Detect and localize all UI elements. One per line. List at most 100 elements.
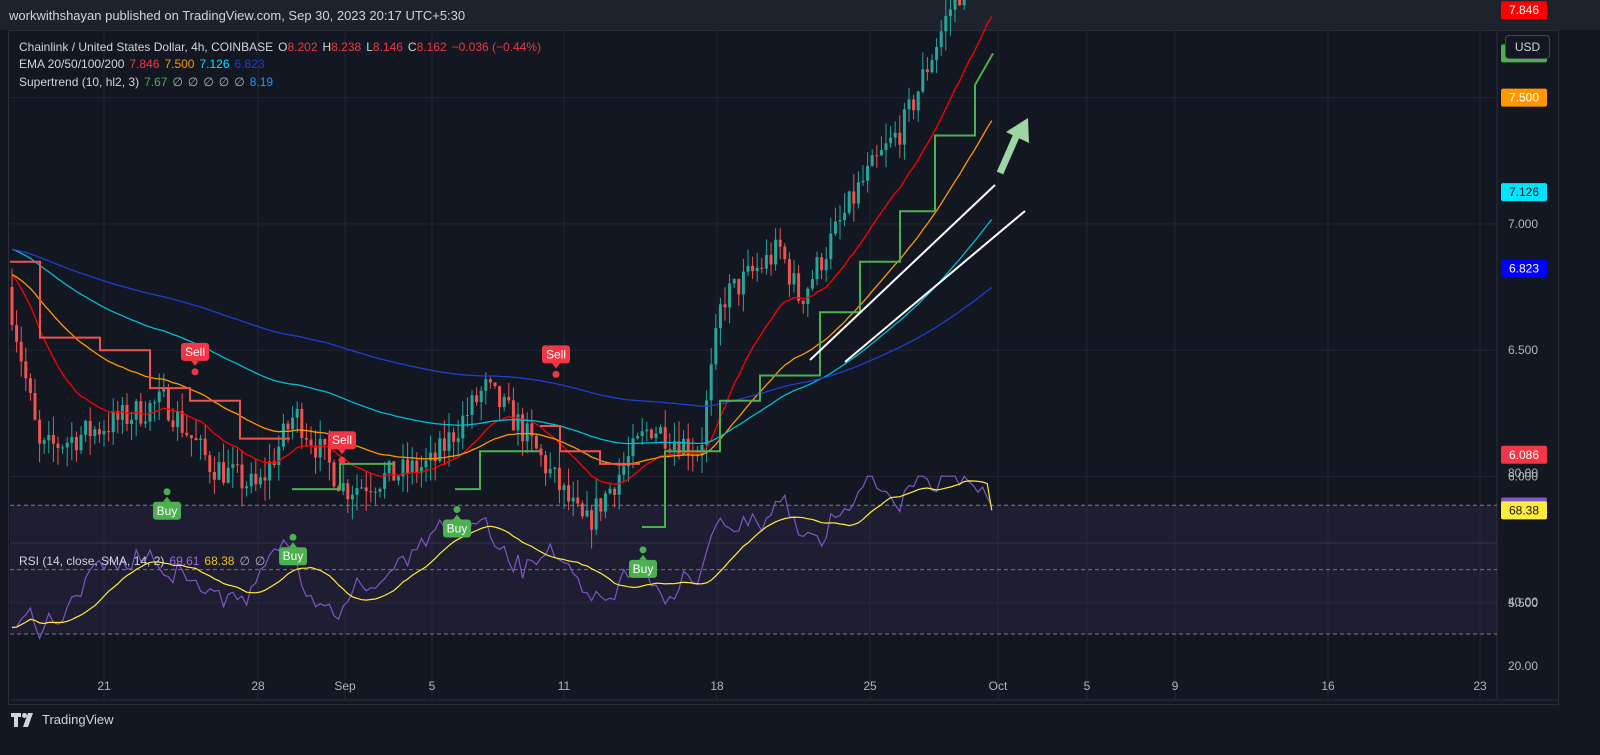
price-badge: 6.823 — [1501, 259, 1547, 278]
candle — [769, 242, 773, 276]
candle — [254, 458, 258, 492]
candle — [153, 399, 157, 422]
candle — [530, 409, 534, 451]
candle — [373, 487, 377, 505]
candle — [603, 490, 607, 519]
candle — [948, 0, 952, 36]
svg-text:7.500: 7.500 — [1509, 91, 1539, 105]
time-tick-label: 16 — [1321, 679, 1335, 693]
candle — [93, 425, 97, 445]
time-tick-label: 25 — [863, 679, 877, 693]
candle — [746, 249, 750, 276]
candle — [74, 431, 78, 462]
candle — [281, 413, 285, 451]
candle — [718, 297, 722, 346]
candle — [452, 427, 456, 459]
time-tick-label: 18 — [710, 679, 724, 693]
candle — [608, 484, 612, 495]
chart-frame — [8, 30, 1559, 705]
candle — [291, 406, 295, 440]
candle — [815, 251, 819, 286]
channel-upper-line[interactable] — [809, 184, 996, 361]
candle — [792, 260, 796, 293]
candle — [502, 393, 506, 412]
candle — [212, 456, 216, 494]
candle — [843, 193, 847, 227]
candle — [613, 486, 617, 508]
supertrend-line — [292, 462, 395, 491]
candle — [19, 326, 23, 377]
candle — [553, 466, 557, 483]
candle — [56, 436, 60, 465]
candle — [778, 228, 782, 260]
header-bar: workwithshayan published on TradingView.… — [0, 0, 1600, 30]
candle — [102, 420, 106, 447]
candle — [728, 274, 732, 324]
candle — [314, 429, 318, 475]
price-tick-label: 7.000 — [1508, 217, 1538, 231]
candle — [659, 424, 663, 435]
currency-button[interactable]: USD — [1505, 35, 1550, 59]
candle — [222, 443, 226, 486]
candle — [203, 424, 207, 461]
candle — [875, 144, 879, 168]
candle — [760, 257, 764, 274]
candle — [672, 422, 676, 466]
candle — [116, 400, 120, 434]
candle — [511, 387, 515, 431]
candle — [714, 314, 718, 371]
candle — [51, 416, 55, 462]
candle — [15, 310, 19, 353]
candle — [787, 252, 791, 298]
candle — [801, 299, 805, 314]
candle — [189, 435, 193, 457]
candle — [686, 423, 690, 471]
supertrend-line — [10, 260, 290, 440]
candle — [226, 449, 230, 484]
candle — [97, 421, 101, 443]
candle — [576, 480, 580, 508]
price-tick-label: 6.000 — [1508, 470, 1538, 484]
rsi-tick-label: 40.00 — [1508, 595, 1538, 609]
candle — [700, 427, 704, 474]
candle — [107, 412, 111, 442]
channel-lower-line[interactable] — [844, 210, 1026, 363]
candle — [300, 402, 304, 449]
candle — [649, 428, 653, 440]
legend-symbol: Chainlink / United States Dollar, 4h, CO… — [19, 40, 274, 54]
legend-rsi-sma-value: 68.38 — [204, 554, 235, 568]
candle — [38, 410, 42, 463]
candle — [557, 451, 561, 504]
candle — [912, 94, 916, 120]
candle — [70, 422, 74, 461]
legend-low: 8.146 — [372, 40, 403, 54]
candle — [898, 115, 902, 158]
candle — [88, 407, 92, 455]
candle — [797, 265, 801, 304]
legend-ema50: 7.500 — [164, 57, 195, 71]
legend-change: −0.036 (−0.44%) — [451, 40, 542, 54]
candle — [360, 479, 364, 490]
candle — [925, 56, 929, 81]
candle — [755, 252, 759, 282]
candle — [640, 418, 644, 445]
candle — [861, 165, 865, 187]
candle — [958, 0, 962, 6]
candle — [870, 149, 874, 167]
candle — [732, 278, 736, 289]
candle — [774, 228, 778, 271]
target-arrow[interactable] — [996, 118, 1029, 175]
candle — [208, 450, 212, 484]
legend-ema200: 6.823 — [234, 57, 265, 71]
candle — [231, 446, 235, 488]
candle — [567, 468, 571, 511]
candle — [406, 442, 410, 493]
candle — [953, 0, 957, 23]
candle — [456, 419, 460, 459]
svg-text:Buy: Buy — [283, 549, 304, 563]
candle — [410, 447, 414, 485]
publisher-caption: workwithshayan published on TradingView.… — [9, 8, 466, 23]
candle — [824, 246, 828, 282]
time-tick-label: 23 — [1473, 679, 1487, 693]
